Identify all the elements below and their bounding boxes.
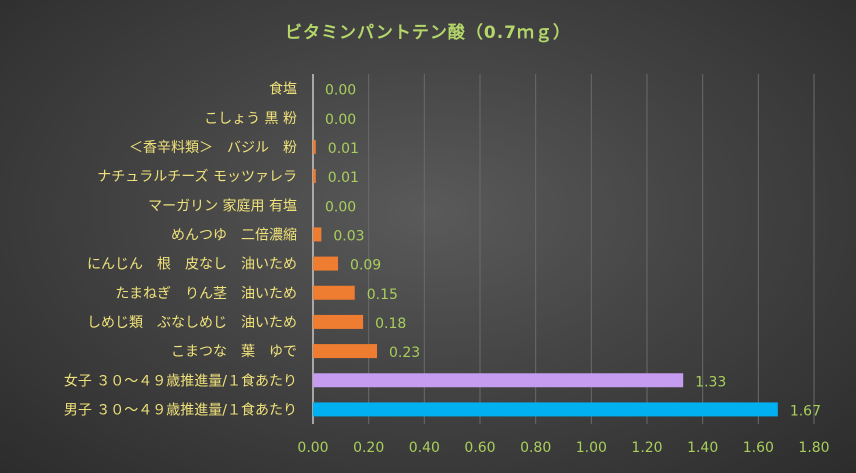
category-label: しめじ類 ぶなしめじ 油いため	[87, 315, 297, 331]
bar	[313, 139, 316, 154]
data-label: 0.03	[333, 228, 364, 244]
data-label: 0.09	[350, 258, 381, 274]
category-label: 男子 ３０～４９歳推進量/１食あたり	[64, 401, 297, 418]
x-tick-label: 1.60	[743, 440, 774, 456]
x-tick-label: 0.60	[464, 440, 495, 456]
category-label: マーガリン 家庭用 有塩	[148, 197, 297, 214]
data-label: 0.01	[328, 170, 359, 186]
data-label: 1.67	[790, 403, 821, 419]
bar	[313, 256, 339, 271]
category-label: ＜香辛料類＞ バジル 粉	[129, 140, 297, 156]
x-tick-label: 1.20	[631, 440, 662, 456]
data-label: 0.00	[325, 83, 356, 99]
bar	[313, 402, 778, 417]
x-tick-label: 1.80	[798, 440, 829, 456]
category-label: たまねぎ りん茎 油いため	[115, 286, 297, 302]
bar	[313, 285, 355, 300]
data-label: 0.18	[375, 316, 406, 332]
data-label: 1.33	[695, 374, 726, 390]
data-label: 0.23	[389, 345, 420, 361]
x-tick-label: 1.40	[687, 440, 718, 456]
x-tick-label: 0.80	[520, 440, 551, 456]
category-label: こまつな 葉 ゆで	[171, 344, 297, 360]
category-label: めんつゆ 二倍濃縮	[171, 227, 297, 243]
bar	[313, 314, 364, 329]
x-tick-label: 0.40	[409, 440, 440, 456]
category-label: にんじん 根 皮なし 油いため	[87, 257, 297, 273]
bar	[313, 373, 684, 388]
category-label: ナチュラルチーズ モッツァレラ	[97, 169, 297, 185]
chart-title: ビタミンパントテン酸（0.7ｍｇ）	[285, 23, 571, 43]
category-label: こしょう 黒 粉	[204, 111, 297, 127]
x-tick-label: 1.00	[576, 440, 607, 456]
data-label: 0.01	[328, 141, 359, 157]
bar	[313, 227, 322, 242]
x-tick-label: 0.00	[297, 440, 328, 456]
category-label: 女子 ３０～４９歳推進量/１食あたり	[64, 372, 297, 389]
bar	[313, 344, 378, 359]
x-tick-label: 0.20	[353, 440, 384, 456]
data-label: 0.00	[325, 112, 356, 128]
data-label: 0.00	[325, 199, 356, 215]
data-label: 0.15	[367, 287, 398, 303]
category-label: 食塩	[269, 81, 297, 98]
bar	[313, 169, 316, 184]
